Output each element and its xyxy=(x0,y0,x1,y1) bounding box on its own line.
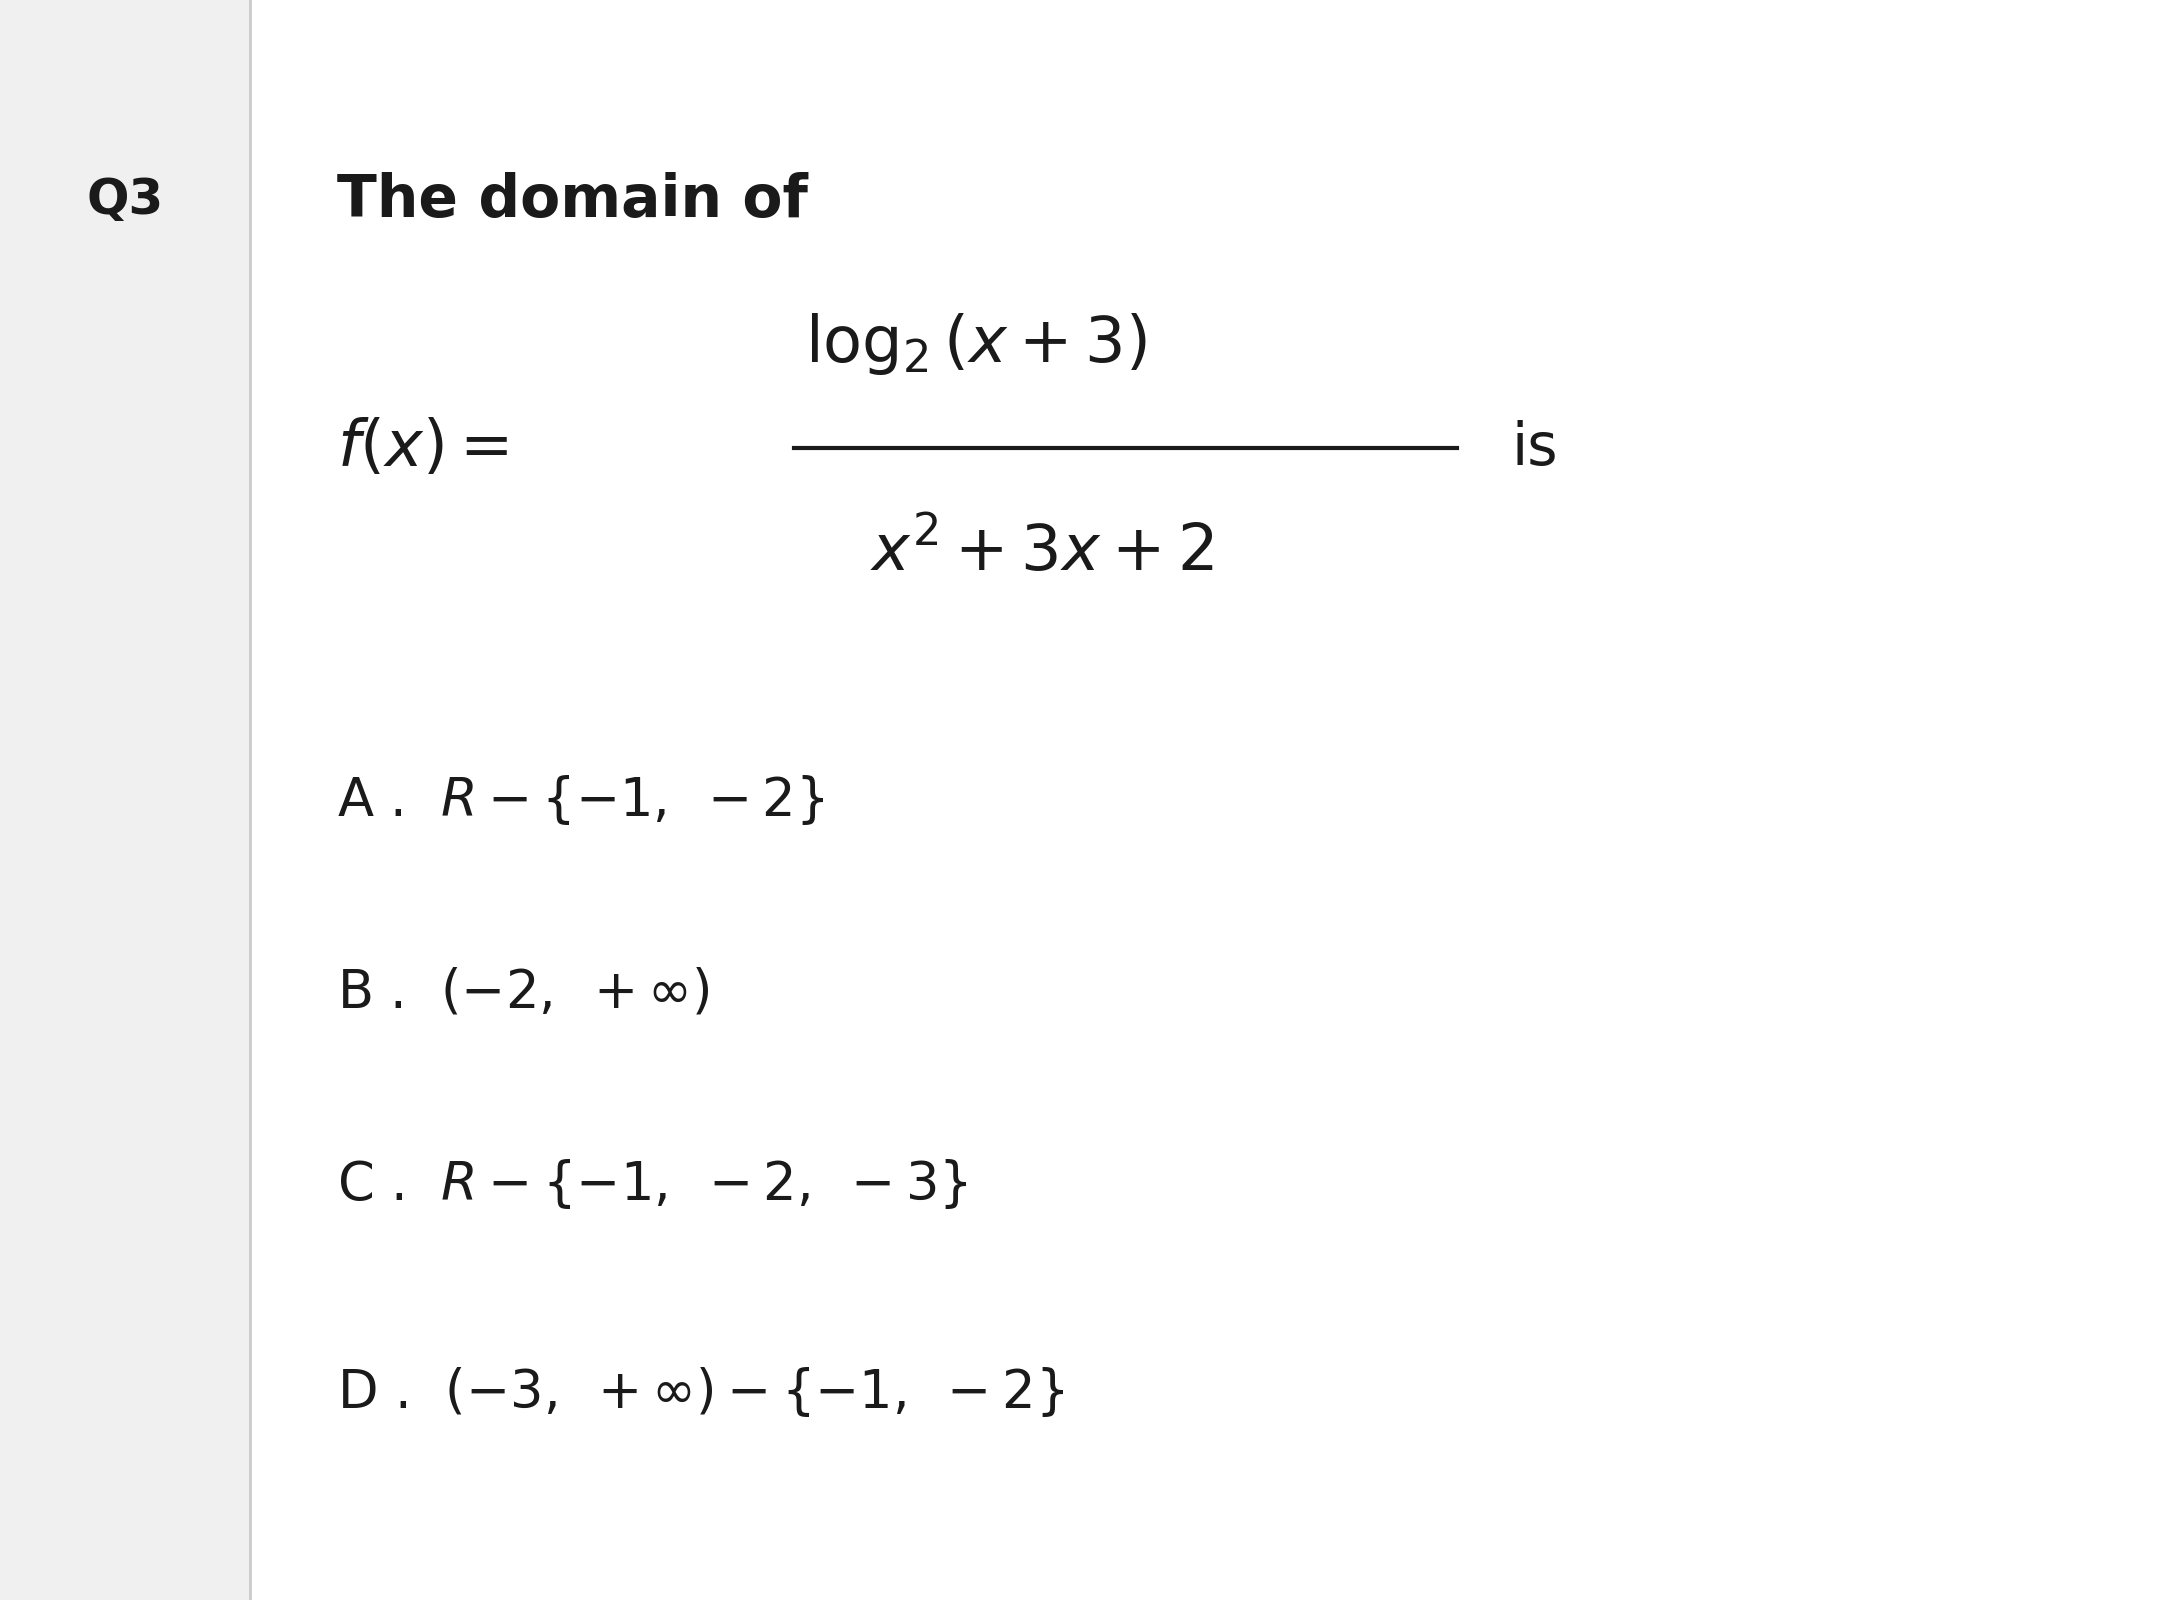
Text: Q3: Q3 xyxy=(87,176,163,224)
Text: B .  $(-2,\ +\infty)$: B . $(-2,\ +\infty)$ xyxy=(337,966,709,1018)
Text: $f(x) =$: $f(x) =$ xyxy=(337,418,509,478)
Text: $\log_2(x+3)$: $\log_2(x+3)$ xyxy=(805,310,1146,378)
Text: D .  $(-3,\ +\infty) - \{-1,\ -2\}$: D . $(-3,\ +\infty) - \{-1,\ -2\}$ xyxy=(337,1365,1064,1419)
Text: The domain of: The domain of xyxy=(337,171,809,229)
Text: $x^2+3x+2$: $x^2+3x+2$ xyxy=(870,520,1214,584)
Text: A .  $R-\{-1,\ -2\}$: A . $R-\{-1,\ -2\}$ xyxy=(337,773,824,827)
Text: is: is xyxy=(1512,419,1557,477)
Bar xyxy=(0,0,250,1600)
Text: C .  $R-\{-1,\ -2,\ -3\}$: C . $R-\{-1,\ -2,\ -3\}$ xyxy=(337,1157,968,1211)
